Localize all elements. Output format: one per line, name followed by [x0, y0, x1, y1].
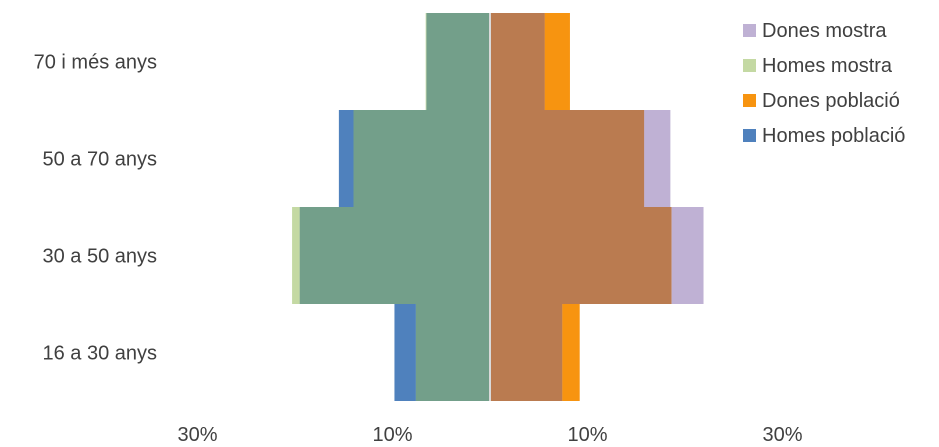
legend-item-homes-poblacio: Homes població [743, 125, 905, 147]
bar-overlap-left-16-a-30-anys [415, 304, 490, 401]
legend-swatch-dones-mostra [743, 24, 756, 37]
bar-overlap-left-50-a-70-anys [353, 110, 490, 207]
legend-label-homes-poblacio: Homes població [762, 125, 905, 147]
bar-overlap-right-70-i-mes-anys [490, 13, 545, 110]
category-labels: 16 a 30 anys 30 a 50 anys 50 a 70 anys 70 i… [34, 52, 157, 365]
x-tick-label: 10% [567, 424, 607, 446]
bars-layer [292, 13, 704, 401]
legend-label-dones-mostra: Dones mostra [762, 20, 887, 42]
bar-overlap-right-30-a-50-anys [490, 207, 672, 304]
category-label-50-a-70-anys: 50 a 70 anys [42, 149, 157, 171]
legend: Dones mostra Homes mostra Dones població Ho… [743, 20, 905, 147]
category-label-30-a-50-anys: 30 a 50 anys [42, 246, 157, 268]
legend-label-homes-mostra: Homes mostra [762, 55, 893, 77]
legend-label-dones-poblacio: Dones població [762, 90, 900, 112]
legend-swatch-dones-poblacio [743, 94, 756, 107]
bar-overlap-right-16-a-30-anys [490, 304, 563, 401]
x-axis-tick-labels: 30% 10% 10% 30% [177, 424, 802, 446]
legend-item-homes-mostra: Homes mostra [743, 55, 893, 77]
legend-item-dones-poblacio: Dones població [743, 90, 900, 112]
category-label-16-a-30-anys: 16 a 30 anys [42, 343, 157, 365]
category-label-70-i-mes-anys: 70 i més anys [34, 52, 157, 74]
legend-swatch-homes-poblacio [743, 129, 756, 142]
bar-overlap-right-50-a-70-anys [490, 110, 645, 207]
x-tick-label: 30% [177, 424, 217, 446]
legend-item-dones-mostra: Dones mostra [743, 20, 887, 42]
x-tick-label: 10% [372, 424, 412, 446]
x-tick-label: 30% [762, 424, 802, 446]
legend-swatch-homes-mostra [743, 59, 756, 72]
bar-overlap-left-30-a-50-anys [299, 207, 490, 304]
bar-overlap-left-70-i-mes-anys [426, 13, 490, 110]
